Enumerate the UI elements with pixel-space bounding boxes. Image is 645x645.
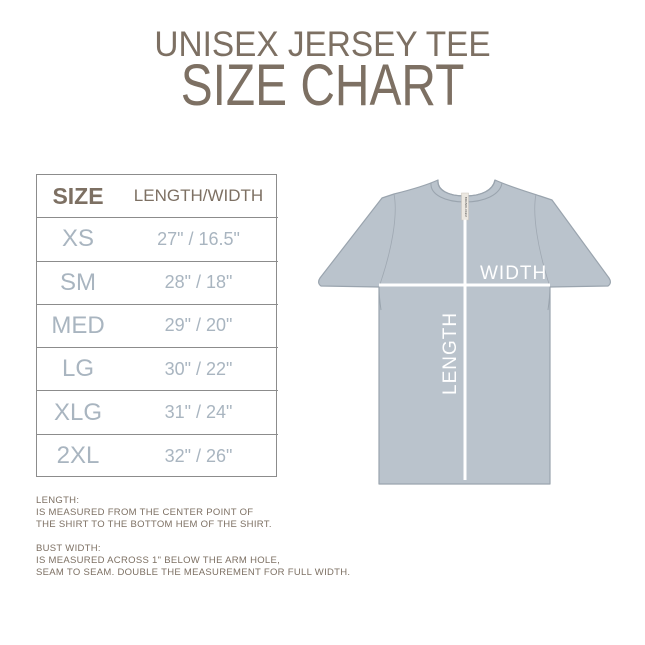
svg-text:WIDTH: WIDTH [480, 263, 547, 284]
svg-text:BRAND: BRAND [464, 197, 468, 208]
svg-text:LENGTH: LENGTH [440, 312, 461, 395]
svg-text:LOREM: LOREM [464, 207, 468, 216]
